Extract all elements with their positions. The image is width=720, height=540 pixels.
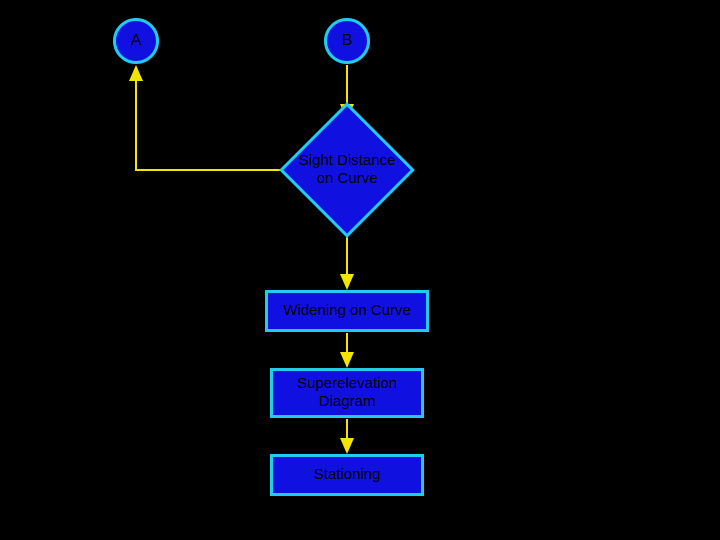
process-widening: Widening on Curve	[265, 290, 429, 332]
decision-sight-distance: Sight Distance on Curve	[279, 102, 415, 238]
process-superelevation-label: Superelevation Diagram	[297, 375, 397, 411]
connector-b: B	[324, 18, 370, 64]
process-stationing-label: Stationing	[314, 466, 381, 484]
process-widening-label: Widening on Curve	[283, 302, 411, 320]
connector-b-label: B	[342, 32, 353, 50]
process-superelevation: Superelevation Diagram	[270, 368, 424, 418]
decision-sight-distance-label: Sight Distance on Curve	[299, 152, 396, 188]
process-stationing: Stationing	[270, 454, 424, 496]
flowchart-stage: A B Sight Distance on Curve Widening on …	[0, 0, 720, 540]
connector-a: A	[113, 18, 159, 64]
connector-a-label: A	[131, 32, 142, 50]
